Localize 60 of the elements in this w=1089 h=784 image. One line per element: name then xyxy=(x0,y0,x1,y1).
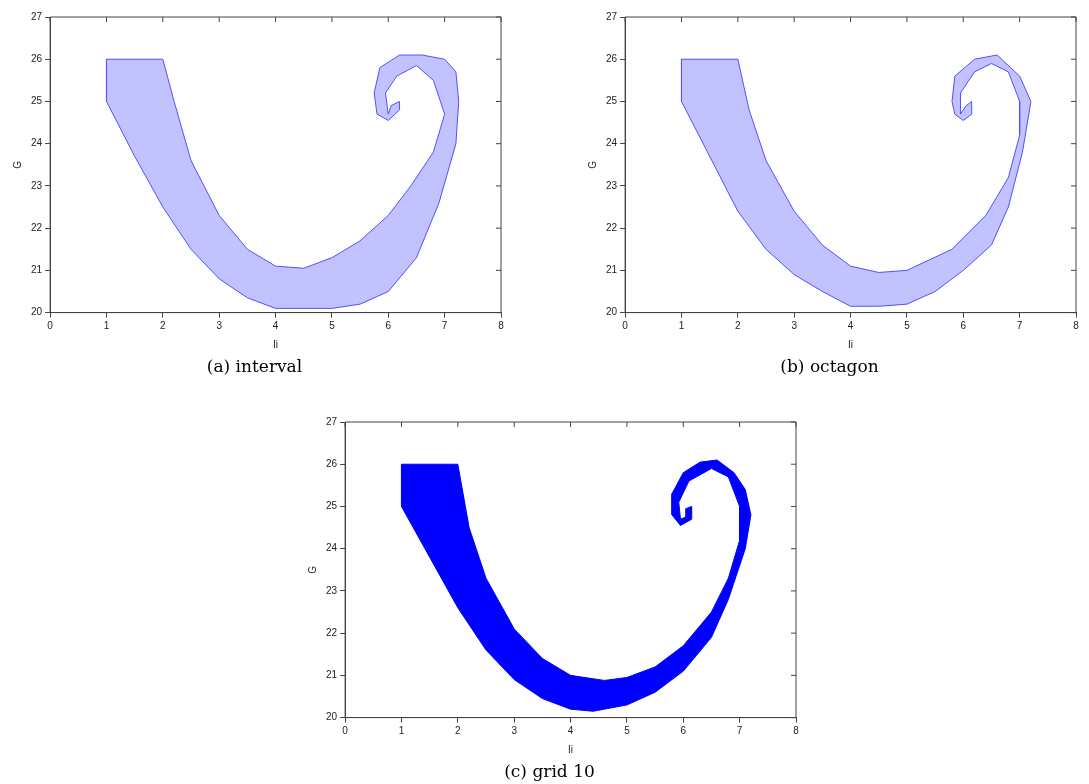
x-tick-label: 7 xyxy=(1016,320,1023,332)
x-tick-label: 4 xyxy=(567,725,574,737)
x-tick-label: 5 xyxy=(329,320,336,332)
x-tick-label: 0 xyxy=(47,320,54,332)
x-tick-label: 8 xyxy=(1073,320,1080,332)
y-tick-label: 22 xyxy=(606,221,618,233)
x-tick-label: 6 xyxy=(385,320,392,332)
text: (a) interval xyxy=(206,356,303,377)
y-axis-title: G xyxy=(306,565,318,574)
x-tick-label: 5 xyxy=(904,320,911,332)
y-tick-label: 21 xyxy=(326,669,338,681)
y-tick-label: 23 xyxy=(31,179,43,191)
x-axis-title: Ii xyxy=(848,339,854,351)
x-tick-label: 1 xyxy=(398,725,405,737)
x-tick-label: 3 xyxy=(791,320,798,332)
x-tick-label: 3 xyxy=(511,725,518,737)
x-tick-label: 0 xyxy=(622,320,629,332)
x-tick-label: 8 xyxy=(793,725,800,737)
y-tick-label: 23 xyxy=(606,179,618,191)
x-tick-label: 0 xyxy=(342,725,349,737)
x-tick-label: 2 xyxy=(735,320,742,332)
y-tick-label: 25 xyxy=(606,95,618,107)
x-tick-label: 4 xyxy=(847,320,854,332)
x-axis-title: Ii xyxy=(273,339,279,351)
x-tick-label: 7 xyxy=(441,320,448,332)
x-tick-label: 1 xyxy=(678,320,685,332)
y-tick-label: 21 xyxy=(606,264,618,276)
x-tick-label: 2 xyxy=(160,320,167,332)
x-tick-label: 8 xyxy=(498,320,505,332)
y-tick-label: 25 xyxy=(326,500,338,512)
y-axis-title: G xyxy=(11,160,23,169)
x-axis-title: Ii xyxy=(568,744,574,756)
y-tick-label: 27 xyxy=(31,10,43,22)
y-tick-label: 21 xyxy=(31,264,43,276)
y-tick-label: 20 xyxy=(31,306,43,318)
y-axis-title: G xyxy=(586,160,598,169)
y-tick-label: 26 xyxy=(31,52,43,64)
x-tick-label: 6 xyxy=(680,725,687,737)
y-tick-label: 20 xyxy=(606,306,618,318)
y-tick-label: 26 xyxy=(606,52,618,64)
x-tick-label: 1 xyxy=(103,320,110,332)
y-tick-label: 27 xyxy=(606,10,618,22)
text: (b) octagon xyxy=(780,356,879,377)
x-tick-label: 6 xyxy=(960,320,967,332)
x-tick-label: 5 xyxy=(624,725,631,737)
y-tick-label: 25 xyxy=(31,95,43,107)
y-tick-label: 24 xyxy=(326,542,338,554)
y-tick-label: 26 xyxy=(326,457,338,469)
y-tick-label: 24 xyxy=(606,137,618,149)
y-tick-label: 22 xyxy=(326,626,338,638)
y-tick-label: 23 xyxy=(326,584,338,596)
x-tick-label: 4 xyxy=(272,320,279,332)
text: (c) grid 10 xyxy=(504,761,595,782)
x-tick-label: 7 xyxy=(736,725,743,737)
y-tick-label: 22 xyxy=(31,221,43,233)
x-tick-label: 3 xyxy=(216,320,223,332)
x-tick-label: 2 xyxy=(455,725,462,737)
y-tick-label: 27 xyxy=(326,415,338,427)
y-tick-label: 24 xyxy=(31,137,43,149)
y-tick-label: 20 xyxy=(326,711,338,723)
